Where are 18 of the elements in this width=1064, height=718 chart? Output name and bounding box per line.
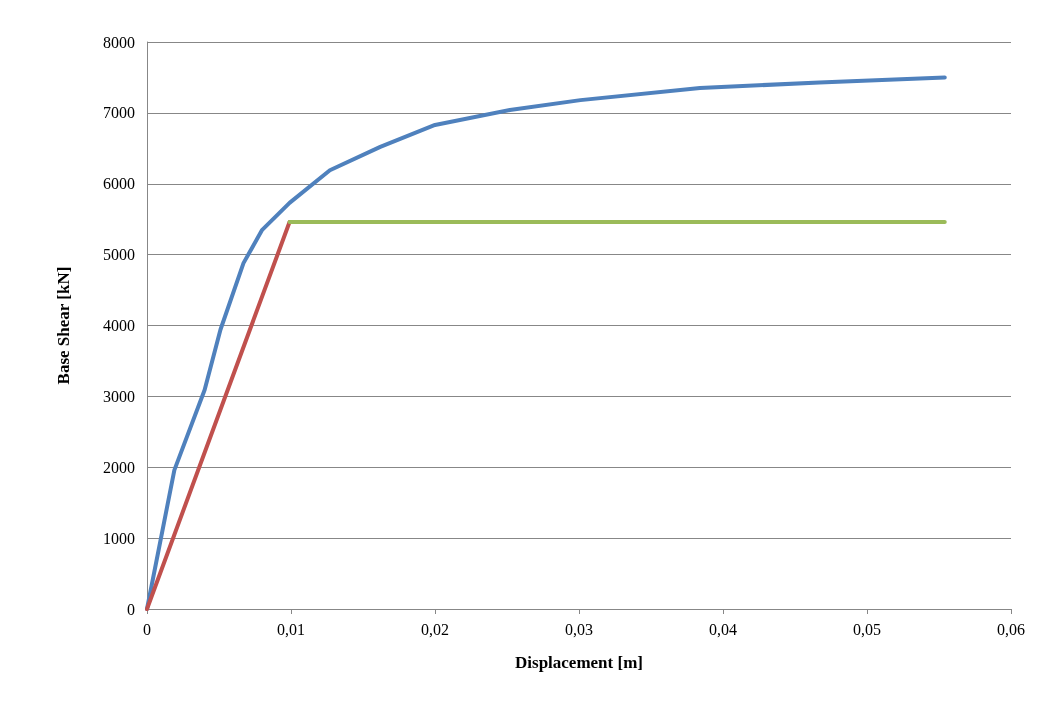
- x-tick-label: 0,05: [853, 620, 881, 638]
- y-tick-label: 0: [127, 600, 135, 618]
- y-tick-label: 3000: [103, 387, 135, 405]
- x-tick-label: 0,04: [709, 620, 737, 638]
- y-tick-label: 8000: [103, 33, 135, 51]
- y-tick-label: 6000: [103, 175, 135, 193]
- x-tick-label: 0,03: [565, 620, 593, 638]
- y-tick-label: 1000: [103, 529, 135, 547]
- x-tick-label: 0: [143, 620, 151, 638]
- x-tick-label: 0,01: [277, 620, 305, 638]
- y-tick-label: 5000: [103, 246, 135, 264]
- x-axis-title: Displacement [m]: [515, 653, 643, 672]
- y-tick-label: 2000: [103, 458, 135, 476]
- x-tick-label: 0,06: [997, 620, 1025, 638]
- y-axis-title: Base Shear [kN]: [54, 266, 73, 385]
- x-tick-label: 0,02: [421, 620, 449, 638]
- y-tick-label: 7000: [103, 104, 135, 122]
- y-tick-label: 4000: [103, 317, 135, 334]
